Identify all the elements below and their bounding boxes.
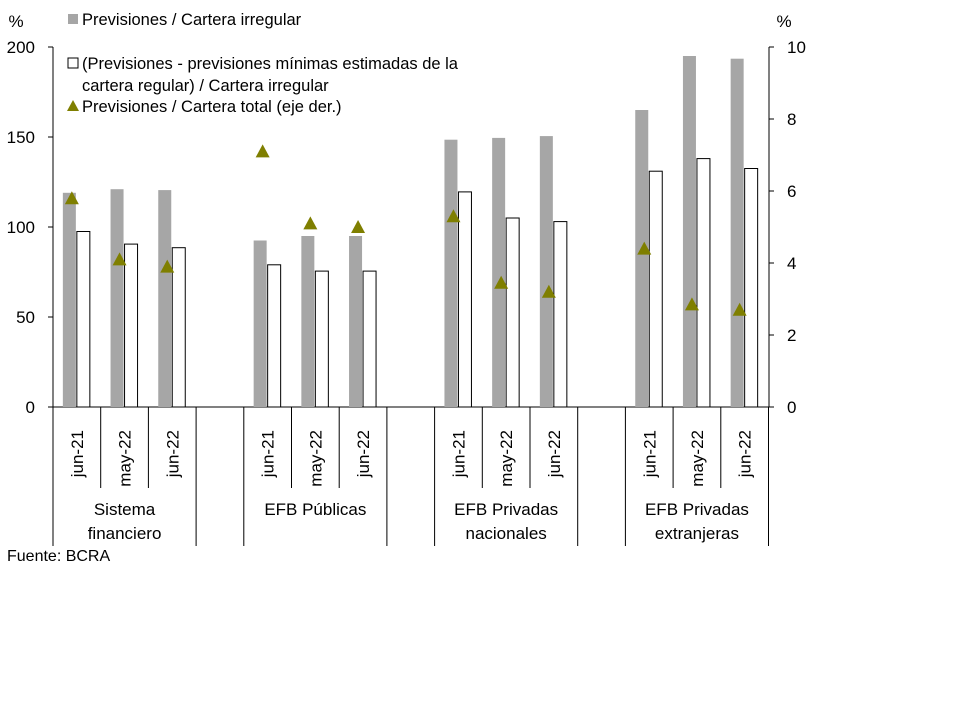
y-tick-label-right: 2 [787,326,796,345]
series-previsiones-cartera-total [64,144,747,316]
group-label: EFB Privadas [645,500,749,519]
bar-previsiones-cartera-irregular [539,136,553,407]
group-label: EFB Privadas [454,500,558,519]
marker-previsiones-cartera-total [732,302,747,316]
group-label: financiero [88,524,162,543]
category-label: jun-21 [259,430,278,478]
bar-previsiones-netas-cartera-irregular [505,217,520,408]
bar-previsiones-cartera-irregular [730,58,744,407]
bar-previsiones-netas-cartera-irregular [267,264,282,408]
y-tick-label-left: 100 [7,218,35,237]
marker-previsiones-cartera-total [303,216,318,230]
category-label: may-22 [688,430,707,487]
marker-previsiones-cartera-total [64,191,79,205]
legend-label: (Previsiones - previsiones mínimas estim… [82,55,459,73]
category-label: may-22 [306,430,325,487]
bar-previsiones-netas-cartera-irregular [362,270,377,408]
y-tick-label-left: 150 [7,128,35,147]
bar-previsiones-cartera-irregular [158,190,172,407]
bar-previsiones-netas-cartera-irregular [124,243,139,408]
marker-previsiones-cartera-total [684,297,699,311]
bar-previsiones-netas-cartera-irregular [171,247,186,408]
marker-previsiones-cartera-total [637,241,652,255]
group-label: Sistema [94,500,156,519]
y-axis-left-unit: % [8,12,23,31]
category-label: jun-22 [354,430,373,478]
y-tick-label-right: 10 [787,38,806,57]
legend-swatch-previsiones-cartera-total [67,100,79,111]
category-label: jun-22 [163,430,182,478]
category-label: jun-21 [640,430,659,478]
legend-swatch-previsiones-cartera-irregular [68,14,78,24]
marker-previsiones-cartera-total [446,209,461,223]
series-previsiones-netas-cartera-irregular [76,158,759,408]
y-axis-right-unit: % [776,12,791,31]
category-label: may-22 [497,430,516,487]
bar-previsiones-cartera-irregular [635,110,649,407]
x-axis-labels: jun-21 may-22 jun-22 Sistema financiero jun-2… [52,407,769,546]
category-label: jun-22 [736,430,755,478]
legend-swatch-previsiones-netas [67,57,79,69]
marker-previsiones-cartera-total [541,284,556,298]
bar-previsiones-netas-cartera-irregular [744,168,759,408]
bar-previsiones-cartera-irregular [682,56,696,407]
category-label: jun-21 [449,430,468,478]
bar-previsiones-cartera-irregular [62,192,76,407]
category-label: jun-22 [545,430,564,478]
marker-previsiones-cartera-total [112,252,127,266]
bar-previsiones-netas-cartera-irregular [553,221,568,408]
bar-previsiones-netas-cartera-irregular [457,191,472,408]
bar-previsiones-cartera-irregular [253,240,267,407]
bar-previsiones-netas-cartera-irregular [314,270,329,408]
group-label: nacionales [466,524,547,543]
marker-previsiones-cartera-total [351,220,366,233]
bar-previsiones-cartera-irregular [349,236,363,407]
marker-previsiones-cartera-total [494,275,509,289]
legend-label: Previsiones / Cartera irregular [82,11,302,29]
bar-previsiones-cartera-irregular [492,137,506,407]
y-tick-label-right: 4 [787,254,796,273]
legend: Previsiones / Cartera irregular (Previsio… [67,11,459,116]
y-tick-label-right: 8 [787,110,796,129]
y-tick-label-right: 6 [787,182,796,201]
group-label: EFB Públicas [264,500,366,519]
y-tick-label-left: 0 [26,398,35,417]
category-label: jun-21 [68,430,87,478]
bar-previsiones-cartera-irregular [444,139,458,407]
legend-label: cartera regular) / Cartera irregular [82,77,329,95]
y-tick-label-left: 200 [7,38,35,57]
group-label: extranjeras [655,524,739,543]
series-previsiones-cartera-irregular [62,56,744,407]
marker-previsiones-cartera-total [160,259,175,273]
bar-previsiones-cartera-irregular [301,236,315,407]
marker-previsiones-cartera-total [255,144,270,158]
bar-previsiones-netas-cartera-irregular [76,231,91,408]
bar-previsiones-cartera-irregular [110,189,124,407]
bar-previsiones-netas-cartera-irregular [696,158,711,408]
bar-previsiones-netas-cartera-irregular [648,170,663,408]
y-tick-label-right: 0 [787,398,796,417]
y-tick-label-left: 50 [16,308,35,327]
source-note: Fuente: BCRA [7,548,111,565]
category-label: may-22 [116,430,135,487]
legend-label: Previsiones / Cartera total (eje der.) [82,98,342,116]
